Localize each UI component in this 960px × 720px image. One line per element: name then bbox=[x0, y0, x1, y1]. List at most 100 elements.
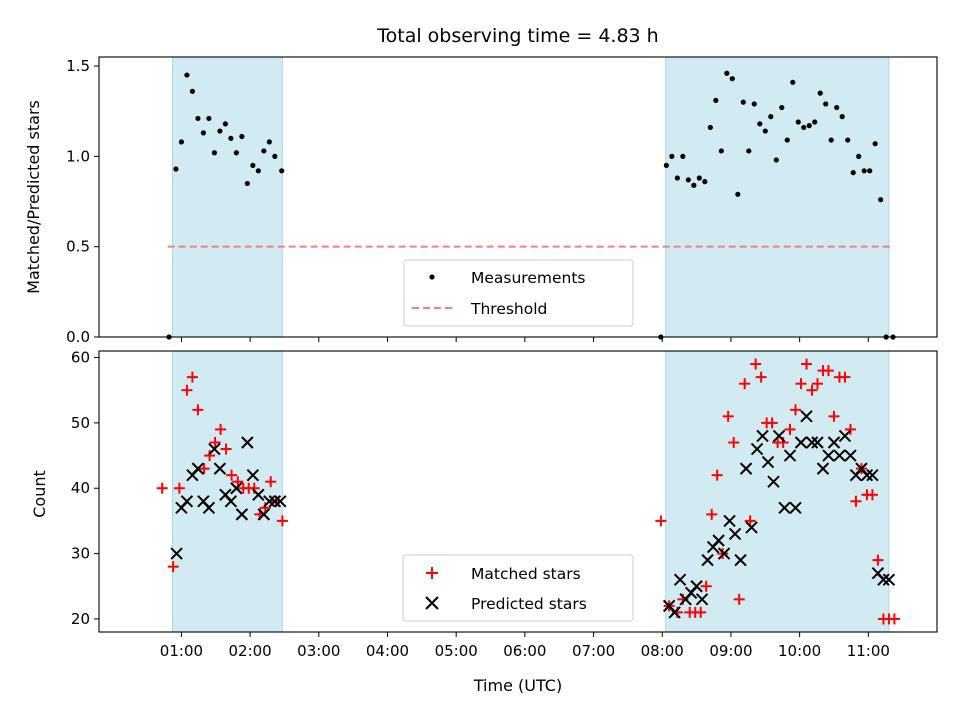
measurement-point bbox=[195, 115, 201, 122]
top-y-tick-label-2: 1.0 bbox=[66, 147, 90, 165]
measurement-point bbox=[206, 115, 212, 122]
measurement-point bbox=[746, 148, 752, 154]
matched-star-point bbox=[181, 384, 193, 396]
axes-layer: 0.0 0.5 1.0 1.5 01:00 02:00 03:00 04:00 05:00 06:… bbox=[66, 56, 938, 660]
x-tick-label-0: 01:00 bbox=[160, 642, 203, 660]
predicted-star-point bbox=[274, 495, 287, 508]
measurement-point bbox=[713, 97, 719, 103]
predicted-star-point bbox=[191, 462, 205, 475]
background-layer bbox=[171, 56, 890, 633]
measurement-point bbox=[266, 139, 272, 145]
measurement-point bbox=[867, 168, 873, 174]
predicted-star-point bbox=[668, 606, 681, 619]
predicted-star-point bbox=[860, 468, 874, 482]
measurement-point bbox=[735, 191, 741, 197]
measurement-point bbox=[834, 104, 840, 111]
matched-star-point bbox=[198, 463, 210, 475]
measurement-point bbox=[279, 168, 285, 174]
predicted-star-point bbox=[202, 501, 216, 515]
measurement-point bbox=[696, 175, 702, 181]
bottom-y-tick-label-4: 60 bbox=[71, 349, 90, 367]
matched-star-point bbox=[806, 384, 818, 396]
measurement-point bbox=[779, 104, 785, 111]
measurement-point bbox=[173, 166, 179, 172]
measurement-point bbox=[861, 168, 867, 174]
predicted-star-point bbox=[208, 442, 221, 456]
matched-star-point bbox=[844, 423, 856, 435]
x-tick-label-4: 05:00 bbox=[435, 642, 478, 660]
matched-star-point bbox=[226, 469, 238, 481]
legend-threshold-label: Threshold bbox=[470, 300, 547, 318]
matched-star-point bbox=[209, 436, 221, 448]
matched-star-point bbox=[706, 508, 718, 520]
measurement-point bbox=[261, 148, 267, 154]
top-shaded-interval-0 bbox=[171, 56, 283, 338]
matched-star-point bbox=[711, 469, 723, 481]
measurement-point bbox=[691, 182, 697, 188]
matched-star-point bbox=[232, 476, 244, 488]
x-tick-label-7: 08:00 bbox=[641, 642, 684, 660]
measurement-point bbox=[239, 133, 245, 140]
matched-star-point bbox=[750, 358, 762, 370]
text-layer: Total observing time = 4.83 h Time (UTC)… bbox=[24, 25, 659, 695]
predicted-star-point bbox=[712, 534, 725, 547]
matched-star-point bbox=[790, 404, 802, 416]
measurement-point bbox=[828, 137, 834, 143]
predicted-star-point bbox=[794, 436, 808, 449]
predicted-star-point bbox=[877, 573, 890, 586]
measurement-point bbox=[200, 130, 207, 136]
matched-star-point bbox=[276, 515, 288, 527]
predicted-star-point bbox=[800, 410, 813, 423]
matched-star-point bbox=[173, 482, 185, 494]
bottom-axes-frame bbox=[98, 350, 938, 633]
legend-matched-label: Matched stars bbox=[471, 565, 581, 583]
legend-predicted-label: Predicted stars bbox=[471, 595, 587, 613]
predicted-star-point bbox=[180, 495, 194, 508]
bottom-y-tick-label-2: 40 bbox=[71, 479, 90, 497]
predicted-star-point bbox=[811, 436, 824, 449]
matched-star-point bbox=[888, 613, 900, 625]
matched-star-point bbox=[204, 450, 216, 462]
predicted-star-point bbox=[224, 495, 238, 508]
measurement-point bbox=[757, 121, 763, 127]
x-tick-label-2: 03:00 bbox=[297, 642, 340, 660]
predicted-star-point bbox=[838, 429, 852, 443]
top-axes-frame bbox=[98, 56, 938, 338]
top-legend: Measurements Threshold bbox=[403, 259, 634, 327]
predicted-star-point bbox=[263, 495, 276, 508]
measurement-point bbox=[878, 197, 884, 203]
matched-star-point bbox=[744, 515, 756, 527]
measurement-point bbox=[244, 180, 250, 187]
top-y-axis-label: Matched/Predicted stars bbox=[24, 100, 43, 294]
predicted-star-point bbox=[783, 449, 797, 462]
predicted-star-point bbox=[866, 468, 879, 482]
x-tick-label-10: 11:00 bbox=[847, 642, 890, 660]
predicted-star-point bbox=[756, 429, 769, 443]
measurement-point bbox=[762, 128, 768, 134]
measurement-point bbox=[222, 121, 228, 127]
predicted-star-point bbox=[717, 547, 731, 560]
matched-star-point bbox=[739, 378, 751, 390]
measurement-point bbox=[250, 162, 256, 168]
measurement-point bbox=[729, 76, 735, 82]
bottom-y-tick-label-0: 20 bbox=[71, 610, 90, 628]
legend-measurements-marker bbox=[429, 274, 435, 280]
measurement-point bbox=[751, 101, 757, 107]
measurement-point bbox=[707, 124, 713, 131]
measurement-point bbox=[768, 114, 774, 120]
measurement-point bbox=[669, 153, 675, 159]
matched-star-point bbox=[722, 410, 734, 422]
predicted-star-point bbox=[268, 495, 282, 508]
measurement-point bbox=[211, 150, 217, 156]
predicted-star-point bbox=[246, 468, 260, 482]
predicted-star-point bbox=[778, 501, 791, 515]
predicted-star-point bbox=[701, 553, 714, 567]
matched-star-point bbox=[700, 580, 712, 592]
bottom-y-axis-label: Count bbox=[30, 470, 49, 518]
predicted-star-point bbox=[882, 573, 896, 586]
matched-star-point bbox=[156, 482, 168, 494]
predicted-star-point bbox=[230, 482, 243, 495]
measurement-point bbox=[740, 99, 746, 105]
x-axis-label: Time (UTC) bbox=[473, 676, 562, 695]
